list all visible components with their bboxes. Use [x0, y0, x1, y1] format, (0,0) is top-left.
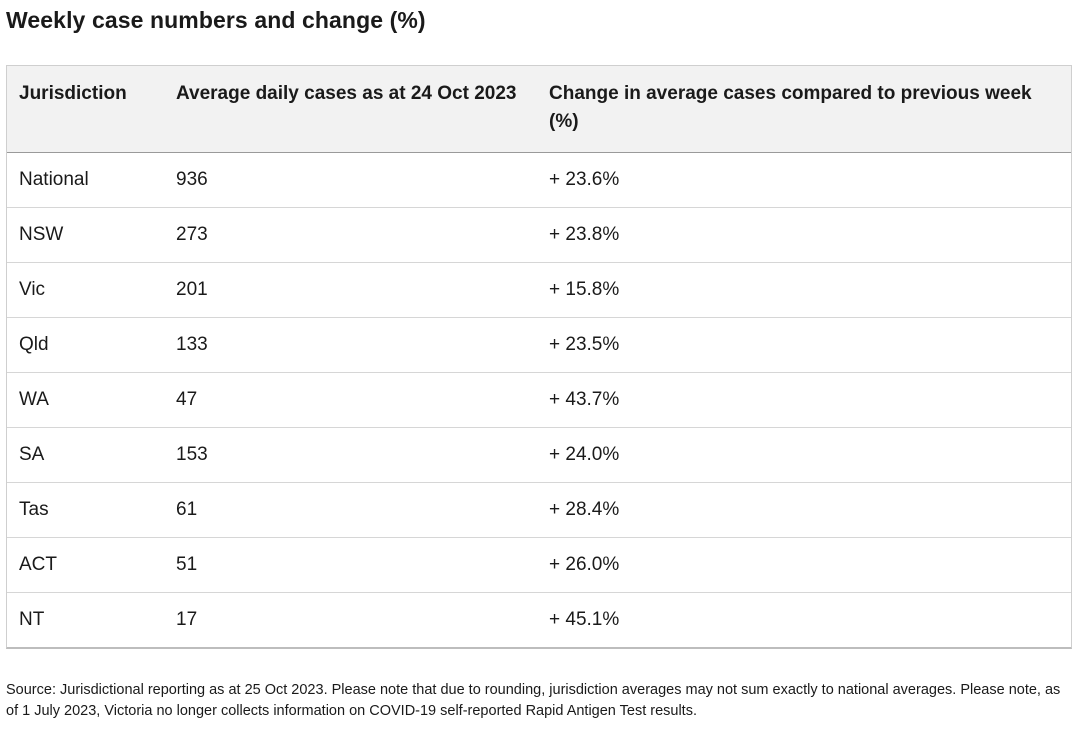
cell-change: + 28.4% — [537, 482, 1071, 538]
table-body: National 936 + 23.6% NSW 273 + 23.8% Vic… — [7, 152, 1071, 647]
cell-change: + 15.8% — [537, 262, 1071, 318]
page-title: Weekly case numbers and change (%) — [6, 7, 426, 33]
cell-average-cases: 153 — [164, 427, 537, 483]
cell-jurisdiction: ACT — [7, 537, 164, 593]
cell-jurisdiction: NT — [19, 608, 45, 630]
table-row: NT 17 + 45.1% — [7, 592, 1071, 647]
table-header: Jurisdiction Average daily cases as at 2… — [7, 66, 1071, 153]
cell-jurisdiction: WA — [7, 372, 164, 428]
table-row: National 936 + 23.6% — [7, 152, 1071, 208]
table-row: WA 47 + 43.7% — [7, 372, 1071, 428]
cell-change: + 23.8% — [537, 207, 1071, 263]
cell-change: + 24.0% — [537, 427, 1071, 483]
table-row: Tas 61 + 28.4% — [7, 482, 1071, 538]
table-row: Qld 133 + 23.5% — [7, 317, 1071, 373]
cell-average-cases: 273 — [164, 207, 537, 263]
cell-average-cases: 133 — [164, 317, 537, 373]
cell-average-cases: 61 — [164, 482, 537, 538]
table-row: ACT 51 + 26.0% — [7, 537, 1071, 593]
cell-change: + 23.6% — [537, 152, 1071, 208]
cell-jurisdiction: Qld — [7, 317, 164, 373]
cell-average-cases: 17 — [176, 608, 198, 630]
cell-jurisdiction: Vic — [7, 262, 164, 318]
cell-average-cases: 47 — [164, 372, 537, 428]
header-row: Jurisdiction Average daily cases as at 2… — [7, 66, 1071, 153]
header-average-daily-cases: Average daily cases as at 24 Oct 2023 — [164, 66, 537, 153]
cell-change: + 23.5% — [537, 317, 1071, 373]
cell-average-cases: 51 — [164, 537, 537, 593]
table-row: Vic 201 + 15.8% — [7, 262, 1071, 318]
table-row: SA 153 + 24.0% — [7, 427, 1071, 483]
table-row: NSW 273 + 23.8% — [7, 207, 1071, 263]
cell-jurisdiction: Tas — [7, 482, 164, 538]
cell-jurisdiction: SA — [7, 427, 164, 483]
cell-average-cases: 936 — [164, 152, 537, 208]
header-jurisdiction: Jurisdiction — [7, 66, 164, 153]
cell-average-cases: 201 — [164, 262, 537, 318]
case-table-container: Jurisdiction Average daily cases as at 2… — [6, 65, 1072, 649]
header-change-percent: Change in average cases compared to prev… — [537, 66, 1071, 153]
cell-change: + 45.1% — [549, 608, 620, 630]
cell-change: + 43.7% — [537, 372, 1071, 428]
cell-jurisdiction: National — [7, 152, 164, 208]
source-note: Source: Jurisdictional reporting as at 2… — [6, 682, 1061, 719]
case-table: Jurisdiction Average daily cases as at 2… — [7, 66, 1071, 647]
cell-change: + 26.0% — [537, 537, 1071, 593]
cell-jurisdiction: NSW — [7, 207, 164, 263]
